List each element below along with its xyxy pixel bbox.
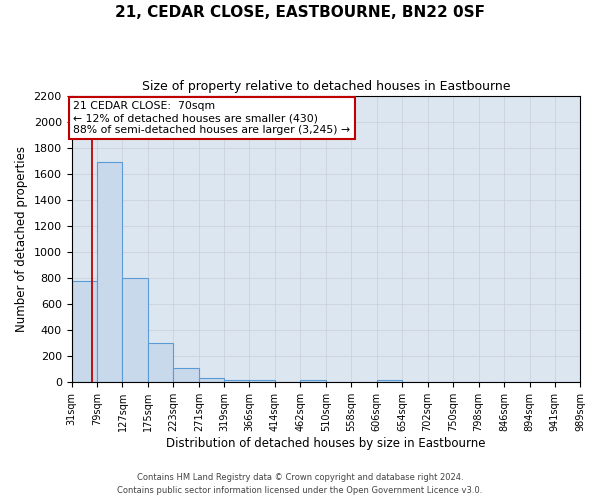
Bar — [71, 280, 97, 382]
Bar — [377, 380, 402, 382]
Bar — [199, 378, 224, 382]
Bar — [173, 368, 199, 382]
Y-axis label: Number of detached properties: Number of detached properties — [15, 146, 28, 332]
X-axis label: Distribution of detached houses by size in Eastbourne: Distribution of detached houses by size … — [166, 437, 485, 450]
Title: Size of property relative to detached houses in Eastbourne: Size of property relative to detached ho… — [142, 80, 510, 93]
Bar — [250, 380, 275, 382]
Bar — [300, 380, 326, 382]
Text: 21 CEDAR CLOSE:  70sqm
← 12% of detached houses are smaller (430)
88% of semi-de: 21 CEDAR CLOSE: 70sqm ← 12% of detached … — [73, 102, 350, 134]
Text: 21, CEDAR CLOSE, EASTBOURNE, BN22 0SF: 21, CEDAR CLOSE, EASTBOURNE, BN22 0SF — [115, 5, 485, 20]
Bar — [97, 162, 122, 382]
Text: Contains HM Land Registry data © Crown copyright and database right 2024.
Contai: Contains HM Land Registry data © Crown c… — [118, 474, 482, 495]
Bar — [122, 278, 148, 382]
Bar — [224, 380, 250, 382]
Bar — [148, 343, 173, 382]
